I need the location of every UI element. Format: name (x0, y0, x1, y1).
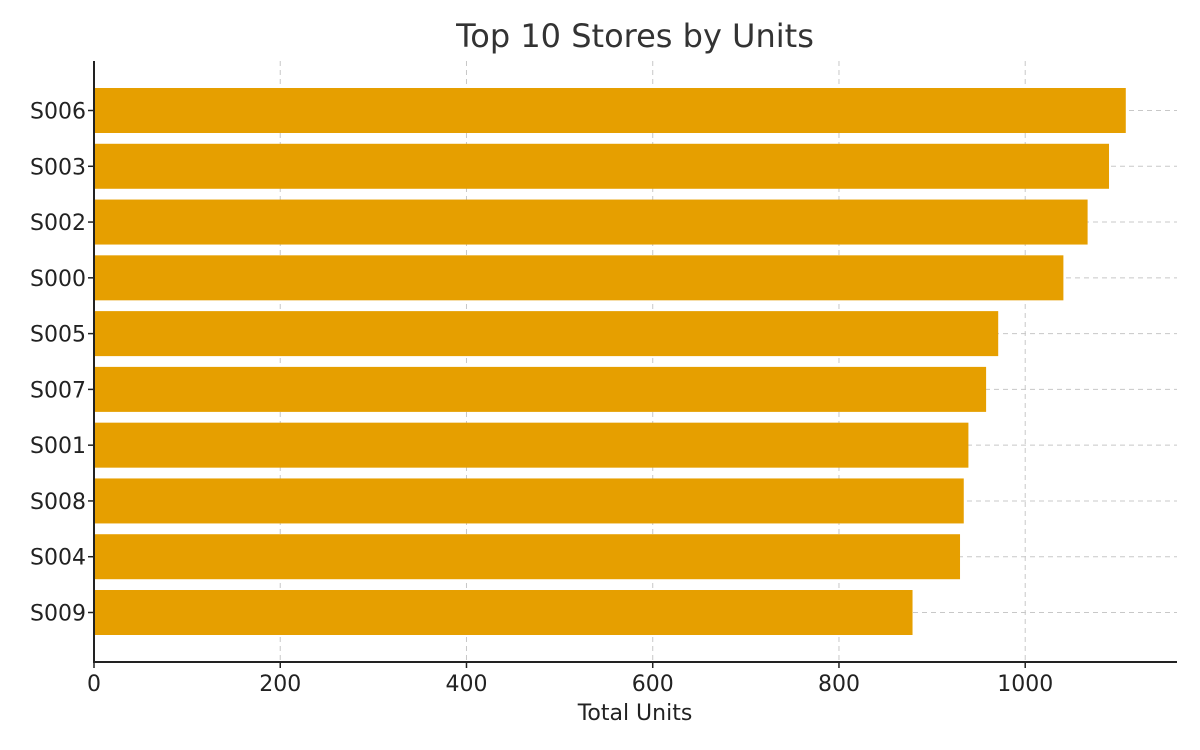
x-tick-label: 0 (87, 672, 101, 697)
bars (94, 88, 1126, 635)
x-tick-label: 800 (818, 672, 860, 697)
y-tick-label: S005 (30, 323, 86, 348)
axes (93, 61, 1177, 663)
y-tick-label: S008 (30, 490, 86, 515)
x-tick-label: 200 (259, 672, 301, 697)
y-tick-label: S007 (30, 378, 86, 403)
x-tick-label: 1000 (997, 672, 1053, 697)
bar-s008 (94, 478, 964, 524)
y-tick-label: S000 (30, 267, 86, 292)
bar-s002 (94, 199, 1088, 245)
bar-s005 (94, 311, 999, 357)
bar-s006 (94, 88, 1126, 133)
bar-s001 (94, 422, 969, 468)
y-tick-label: S002 (30, 211, 86, 236)
y-tick-label: S001 (30, 434, 86, 459)
y-tick-label: S003 (30, 155, 86, 180)
chart-title: Top 10 Stores by Units (455, 17, 814, 55)
x-axis-label: Total Units (577, 701, 693, 726)
x-tick-label: 400 (445, 672, 487, 697)
bar-s009 (94, 590, 913, 635)
bar-s003 (94, 143, 1110, 189)
bar-s000 (94, 255, 1064, 301)
bar-s004 (94, 534, 961, 580)
x-tick-label: 600 (632, 672, 674, 697)
bar-s007 (94, 366, 987, 412)
x-axis-ticks: 0 200 400 600 800 1000 (87, 662, 1053, 697)
y-tick-label: S006 (30, 100, 86, 125)
y-tick-label: S009 (30, 602, 86, 627)
y-tick-label: S004 (30, 546, 86, 571)
y-axis-ticks: S006 S003 S002 S000 S005 S007 S001 S008 S004 S009 (30, 100, 94, 627)
